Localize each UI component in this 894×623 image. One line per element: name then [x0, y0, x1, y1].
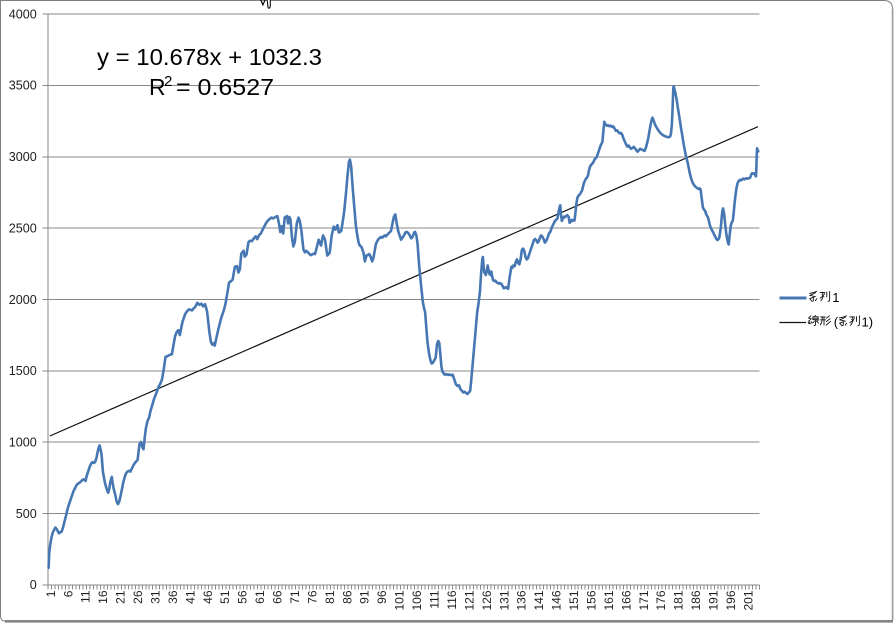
- svg-text:146: 146: [550, 590, 564, 610]
- svg-text:136: 136: [515, 590, 529, 610]
- svg-text:131: 131: [497, 590, 511, 610]
- svg-text:1: 1: [832, 290, 839, 305]
- svg-text:51: 51: [218, 590, 232, 604]
- svg-text:96: 96: [375, 590, 389, 604]
- svg-text:= 0.6527: = 0.6527: [176, 74, 274, 100]
- svg-text:2500: 2500: [9, 221, 37, 235]
- svg-text:(: (: [834, 315, 839, 330]
- svg-text:11: 11: [79, 590, 93, 603]
- svg-text:1000: 1000: [9, 435, 37, 449]
- svg-text:1): 1): [862, 315, 874, 330]
- svg-text:0: 0: [30, 578, 37, 592]
- svg-text:161: 161: [602, 590, 616, 610]
- svg-text:6: 6: [61, 590, 75, 597]
- svg-text:171: 171: [637, 590, 651, 610]
- svg-text:156: 156: [584, 590, 598, 610]
- svg-text:176: 176: [654, 590, 668, 610]
- svg-text:3500: 3500: [9, 79, 37, 93]
- svg-text:191: 191: [707, 590, 721, 610]
- svg-text:196: 196: [724, 590, 738, 610]
- svg-text:500: 500: [16, 507, 37, 521]
- svg-text:3000: 3000: [9, 150, 37, 164]
- svg-text:71: 71: [288, 590, 302, 604]
- svg-text:21: 21: [114, 590, 128, 604]
- svg-text:y = 10.678x + 1032.3: y = 10.678x + 1032.3: [97, 44, 322, 70]
- svg-text:181: 181: [672, 590, 686, 610]
- svg-text:1500: 1500: [9, 364, 37, 378]
- svg-text:91: 91: [358, 590, 372, 604]
- svg-text:61: 61: [253, 590, 267, 604]
- svg-text:186: 186: [689, 590, 703, 610]
- svg-text:111: 111: [428, 590, 442, 609]
- svg-text:81: 81: [323, 590, 337, 604]
- svg-text:26: 26: [131, 590, 145, 604]
- svg-text:121: 121: [462, 590, 476, 610]
- svg-text:36: 36: [166, 590, 180, 604]
- svg-text:1: 1: [44, 590, 58, 597]
- svg-text:126: 126: [480, 590, 494, 610]
- svg-text:2: 2: [164, 73, 172, 90]
- svg-text:16: 16: [96, 590, 110, 604]
- svg-text:106: 106: [410, 590, 424, 610]
- svg-text:46: 46: [201, 590, 215, 604]
- svg-text:201: 201: [741, 590, 755, 610]
- svg-text:31: 31: [148, 590, 162, 604]
- svg-text:151: 151: [567, 590, 581, 610]
- svg-text:76: 76: [305, 590, 319, 604]
- svg-text:56: 56: [236, 590, 250, 604]
- svg-text:166: 166: [619, 590, 633, 610]
- svg-text:R: R: [149, 74, 166, 100]
- svg-text:4000: 4000: [9, 7, 37, 21]
- svg-text:2000: 2000: [9, 293, 37, 307]
- svg-text:41: 41: [183, 590, 197, 604]
- svg-text:116: 116: [445, 590, 459, 609]
- svg-text:101: 101: [393, 590, 407, 610]
- svg-text:66: 66: [271, 590, 285, 604]
- svg-text:86: 86: [340, 590, 354, 604]
- svg-text:141: 141: [532, 590, 546, 610]
